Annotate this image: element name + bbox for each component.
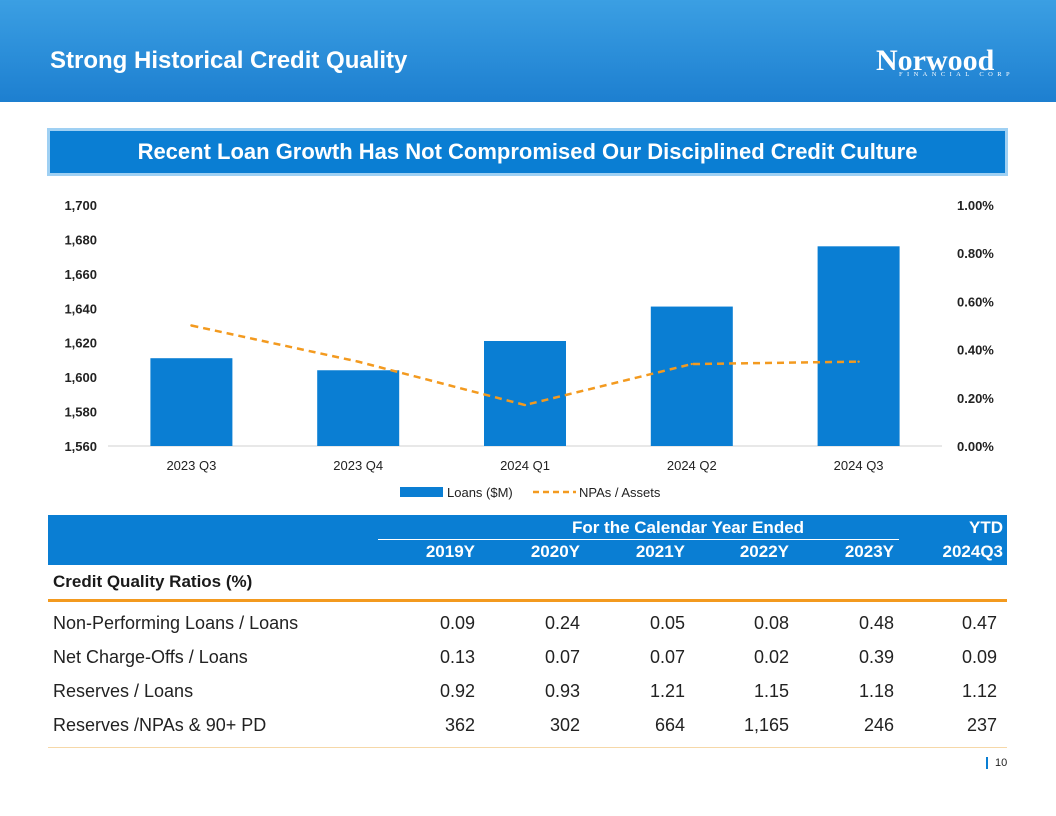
cell-value: 0.93: [544, 681, 580, 701]
cell-value: 1.21: [649, 681, 685, 701]
credit-quality-table: For the Calendar Year Ended YTD 2019Y 20…: [48, 515, 1007, 743]
x-tick-label: 2023 Q4: [333, 458, 383, 473]
y-left-tick-label: 1,700: [64, 198, 97, 213]
y-left-tick-label: 1,660: [64, 267, 97, 282]
cell-value: 1.18: [858, 681, 894, 701]
table-row: Reserves / Loans 0.92 0.93 1.21 1.15 1.1…: [48, 675, 1007, 709]
column-header: 2022Y: [739, 542, 789, 561]
y-right-tick-label: 0.00%: [957, 439, 994, 454]
npa-point: [690, 362, 693, 366]
y-right-tick-label: 1.00%: [957, 198, 994, 213]
cell-value: 0.48: [858, 613, 894, 633]
cell-value: 0.47: [961, 613, 997, 633]
column-header: 2024Q3: [942, 542, 1004, 561]
y-left-tick-label: 1,560: [64, 439, 97, 454]
page-number-text: 10: [995, 757, 1008, 769]
logo-subtitle: FINANCIAL CORP: [899, 71, 1014, 78]
column-header: 2020Y: [530, 542, 580, 561]
y-left-tick-label: 1,580: [64, 405, 97, 420]
cell-value: 1,165: [743, 715, 789, 735]
table-row: Reserves /NPAs & 90+ PD 362 302 664 1,16…: [48, 709, 1007, 743]
subtitle-banner: Recent Loan Growth Has Not Compromised O…: [47, 128, 1008, 176]
table-header: For the Calendar Year Ended YTD 2019Y 20…: [48, 515, 1007, 565]
legend-swatch-loans: [400, 487, 443, 497]
bar: [650, 306, 733, 446]
cell-value: 0.05: [649, 613, 685, 633]
npa-point: [190, 324, 193, 327]
table-row: Net Charge-Offs / Loans 0.13 0.07 0.07 0…: [48, 641, 1007, 675]
cell-value: 664: [654, 715, 685, 735]
cell-value: 1.15: [753, 681, 789, 701]
x-tick-label: 2024 Q3: [834, 458, 884, 473]
cell-value: 0.02: [753, 647, 789, 667]
cell-value: 246: [863, 715, 894, 735]
group-header: For the Calendar Year Ended: [571, 518, 805, 537]
legend-label: NPAs / Assets: [579, 485, 661, 500]
npa-point: [357, 360, 360, 363]
cell-value: 0.13: [439, 647, 475, 667]
x-tick-label: 2023 Q3: [166, 458, 216, 473]
column-header: 2023Y: [844, 542, 894, 561]
bar: [150, 358, 233, 446]
company-logo: Norwood FINANCIAL CORP: [876, 44, 1014, 79]
cell-value: 0.09: [961, 647, 997, 667]
y-right-tick-label: 0.40%: [957, 343, 994, 358]
y-right-tick-label: 0.60%: [957, 294, 994, 309]
row-label: Reserves / Loans: [53, 681, 194, 701]
cell-value: 362: [444, 715, 475, 735]
bar: [317, 370, 400, 446]
cell-value: 0.39: [858, 647, 894, 667]
cell-value: 0.07: [649, 647, 685, 667]
y-left-tick-label: 1,680: [64, 232, 97, 247]
loans-npas-chart: 1,700 1,680 1,660 1,640 1,620 1,600 1,580 1,560…: [64, 198, 994, 500]
x-tick-label: 2024 Q1: [500, 458, 550, 473]
row-label: Non-Performing Loans / Loans: [53, 613, 299, 633]
cell-value: 0.24: [544, 613, 580, 633]
legend-label: Loans ($M): [447, 485, 513, 500]
bar: [817, 246, 900, 446]
npa-point: [523, 403, 527, 407]
ytd-header: YTD: [969, 518, 1003, 537]
cell-value: 237: [966, 715, 997, 735]
cell-value: 302: [549, 715, 580, 735]
row-label: Net Charge-Offs / Loans: [53, 647, 248, 667]
column-header: 2019Y: [425, 542, 475, 561]
cell-value: 0.92: [439, 681, 475, 701]
page-number-marker: [986, 757, 988, 770]
npa-point: [857, 360, 860, 363]
y-left-tick-label: 1,640: [64, 301, 97, 316]
x-tick-label: 2024 Q2: [667, 458, 717, 473]
row-label: Reserves /NPAs & 90+ PD: [53, 715, 267, 735]
y-left-tick-label: 1,600: [64, 370, 97, 385]
column-header: 2021Y: [635, 542, 685, 561]
npa-series-line: [191, 324, 859, 407]
y-left-tick-label: 1,620: [64, 336, 97, 351]
cell-value: 0.07: [544, 647, 580, 667]
section-title: Credit Quality Ratios (%): [48, 565, 1007, 602]
page-number: 10: [986, 757, 1008, 770]
bar: [484, 340, 566, 446]
table-row: Non-Performing Loans / Loans 0.09 0.24 0…: [48, 607, 1007, 641]
header-bar: Strong Historical Credit Quality Norwood…: [0, 0, 1056, 102]
cell-value: 1.12: [961, 681, 997, 701]
footer-rule: [48, 747, 1007, 748]
cell-value: 0.08: [753, 613, 789, 633]
logo-wordmark: Norwood: [876, 44, 995, 77]
page-title: Strong Historical Credit Quality: [50, 47, 408, 74]
y-right-tick-label: 0.20%: [957, 391, 994, 406]
cell-value: 0.09: [439, 613, 475, 633]
y-right-tick-label: 0.80%: [957, 246, 994, 261]
group-header-rule: [378, 539, 899, 540]
